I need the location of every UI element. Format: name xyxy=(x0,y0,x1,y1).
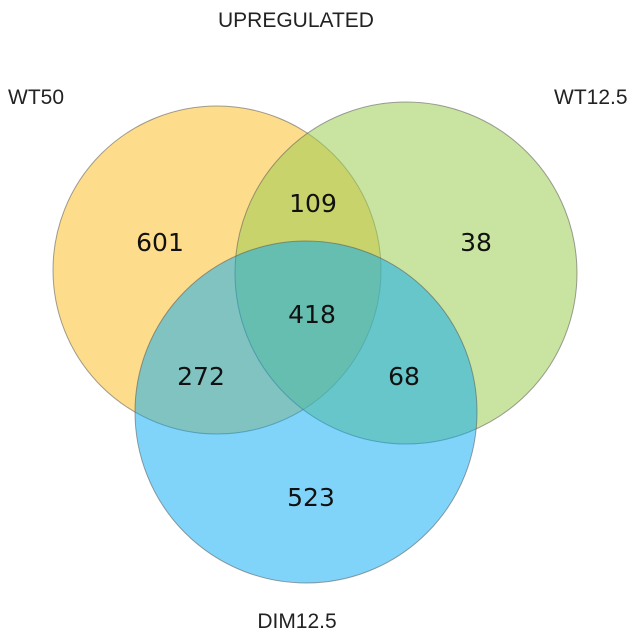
count-wt50-wt125: 109 xyxy=(289,189,337,218)
set-label-dim125: DIM12.5 xyxy=(257,610,336,633)
set-label-wt125: WT12.5 xyxy=(554,86,628,109)
diagram-title: UPREGULATED xyxy=(218,9,374,32)
set-label-wt50: WT50 xyxy=(8,86,64,109)
count-all-three: 418 xyxy=(288,300,336,329)
circle-dim125 xyxy=(134,240,478,584)
count-dim125-only: 523 xyxy=(287,483,335,512)
count-wt125-dim125: 68 xyxy=(388,362,420,391)
count-wt50-only: 601 xyxy=(136,228,184,257)
count-wt125-only: 38 xyxy=(460,228,492,257)
count-wt50-dim125: 272 xyxy=(177,362,225,391)
